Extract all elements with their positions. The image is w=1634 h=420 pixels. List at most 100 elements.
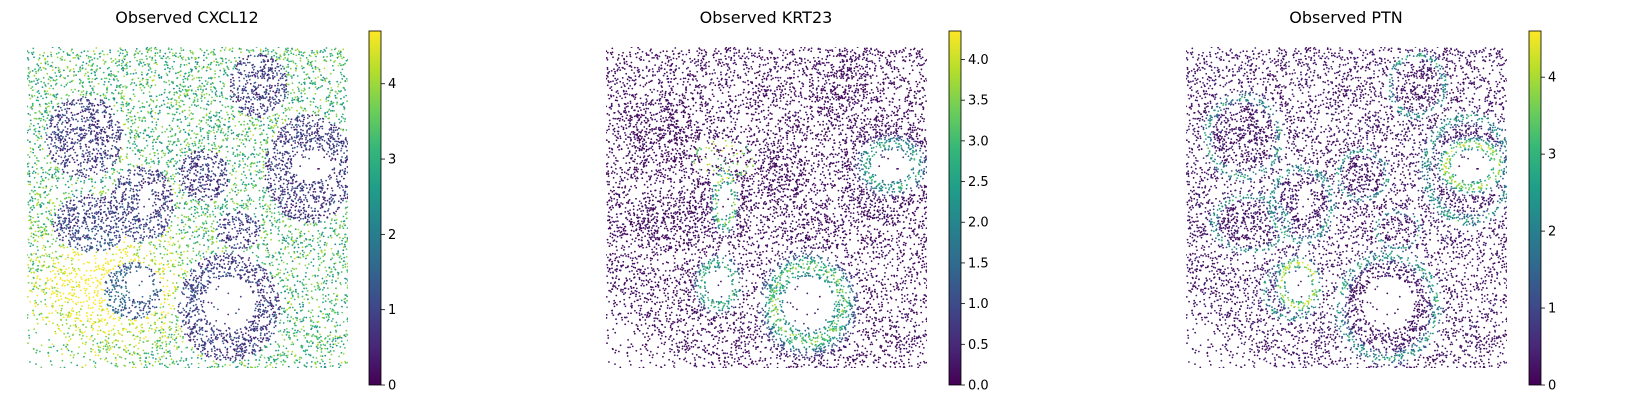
cell-point (171, 149, 174, 152)
cell-point (80, 190, 83, 193)
cell-point (133, 56, 136, 59)
cell-point (72, 300, 74, 303)
cell-point (76, 159, 79, 162)
cell-point (339, 282, 342, 284)
cell-point (329, 91, 331, 94)
cell-point (98, 268, 101, 270)
cell-point (101, 299, 104, 302)
cell-point (272, 102, 275, 104)
cell-point (241, 213, 243, 216)
cell-point (319, 362, 321, 365)
cell-point (280, 291, 283, 294)
cell-point (41, 290, 43, 292)
cell-point (92, 348, 94, 351)
cell-point (260, 224, 263, 227)
cell-point (239, 204, 241, 207)
cell-point (253, 278, 256, 280)
cell-point (154, 69, 157, 72)
cell-point (192, 117, 194, 120)
cell-point (281, 152, 284, 155)
cell-point (227, 130, 230, 133)
cell-point (104, 289, 106, 292)
cell-point (276, 167, 279, 170)
cell-point (227, 163, 230, 165)
cell-point (29, 97, 32, 100)
cell-point (68, 137, 71, 140)
cell-point (100, 156, 102, 159)
cell-point (190, 290, 193, 293)
cell-point (290, 136, 293, 139)
cell-point (190, 363, 193, 365)
cell-point (162, 290, 165, 293)
cell-point (163, 322, 166, 325)
cell-point (110, 241, 113, 244)
cell-point (183, 182, 186, 185)
cell-point (101, 50, 104, 53)
cell-point (63, 143, 65, 145)
cell-point (256, 337, 259, 340)
cell-point (285, 85, 288, 88)
cell-point (292, 276, 295, 278)
cell-point (94, 181, 97, 184)
cell-point (269, 90, 272, 92)
cell-point (180, 57, 183, 59)
cell-point (114, 310, 117, 313)
cell-point (258, 112, 261, 115)
cell-point (99, 225, 101, 228)
cell-point (93, 130, 96, 132)
cell-point (259, 311, 262, 314)
cell-point (225, 61, 228, 64)
cell-point (295, 196, 297, 198)
cell-point (335, 103, 338, 105)
cell-point (136, 352, 139, 355)
cell-point (246, 279, 249, 281)
cell-point (29, 192, 31, 195)
cell-point (335, 97, 338, 99)
cell-point (242, 143, 245, 145)
cell-point (87, 283, 90, 286)
cell-point (56, 311, 59, 314)
cell-point (138, 284, 141, 287)
cell-point (128, 330, 131, 333)
cell-point (120, 218, 122, 221)
cell-point (306, 245, 308, 248)
cell-point (309, 223, 312, 225)
cell-point (242, 58, 245, 60)
cell-point (340, 55, 342, 58)
cell-point (202, 340, 204, 343)
cell-point (340, 161, 343, 163)
cell-point (168, 124, 171, 127)
cell-point (282, 220, 284, 223)
cell-point (102, 126, 104, 129)
cell-point (74, 276, 77, 278)
cell-point (180, 170, 183, 173)
cell-point (79, 301, 82, 304)
cell-point (63, 59, 66, 61)
cell-point (120, 132, 122, 135)
cell-point (185, 231, 187, 234)
cell-point (231, 246, 234, 249)
cell-point (269, 96, 271, 99)
cell-point (316, 347, 319, 350)
cell-point (238, 69, 241, 71)
cell-point (185, 305, 188, 308)
cell-point (188, 326, 191, 328)
cell-point (265, 346, 268, 349)
cell-point (311, 49, 313, 52)
cell-point (259, 152, 261, 155)
cell-point (296, 145, 299, 148)
cell-point (181, 166, 184, 168)
cell-point (224, 198, 226, 201)
cell-point (340, 147, 343, 150)
cell-point (291, 77, 293, 79)
cell-point (314, 210, 316, 213)
cell-point (119, 86, 121, 89)
cell-point (80, 169, 83, 171)
cell-point (286, 234, 289, 237)
cell-point (240, 141, 243, 144)
cell-point (116, 312, 119, 315)
cell-point (27, 66, 30, 69)
cell-point (296, 75, 299, 77)
cell-point (141, 73, 143, 76)
cell-point (340, 73, 343, 76)
